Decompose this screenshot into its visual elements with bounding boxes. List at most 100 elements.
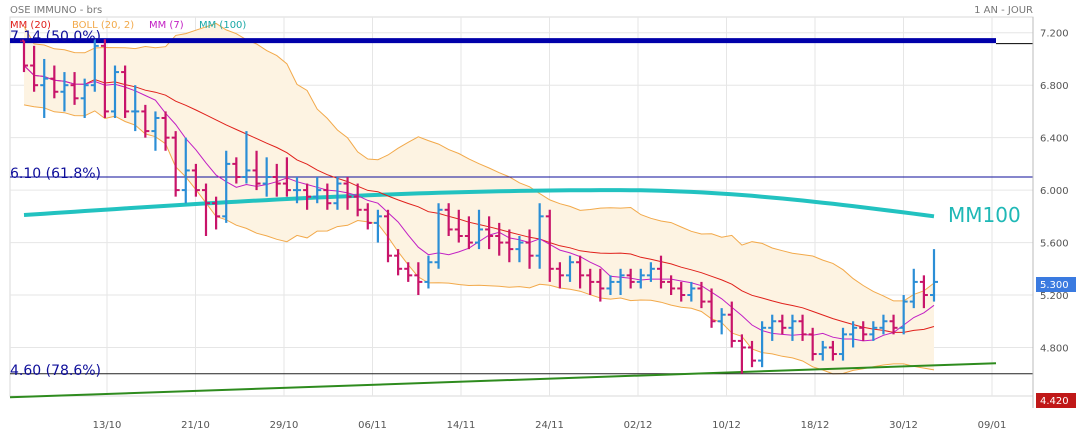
ohlc-bar (80, 78, 89, 118)
ohlc-bar (475, 209, 483, 250)
ohlc-bar (717, 308, 726, 335)
ohlc-bar (394, 249, 403, 276)
y-tick-label: 6.800 (1040, 81, 1069, 92)
ohlc-bar (818, 340, 827, 361)
ohlc-bar (50, 65, 59, 99)
ohlc-bar (373, 209, 382, 243)
ohlc-bar (859, 321, 868, 341)
ohlc-bar (100, 39, 109, 118)
ohlc-bar (839, 327, 847, 361)
ohlc-bar (677, 281, 686, 302)
ohlc-bar (697, 281, 706, 309)
x-tick-label: 30/12 (889, 420, 918, 431)
ohlc-bar (151, 111, 160, 151)
legend-mm100[interactable]: MM (100) (199, 20, 246, 31)
ohlc-bar (323, 183, 332, 210)
ohlc-bar (131, 85, 140, 132)
x-tick-label: 21/10 (181, 420, 210, 431)
ohlc-bar (687, 281, 696, 302)
ohlc-bar (657, 255, 665, 289)
x-tick-label: 13/10 (93, 420, 122, 431)
x-tick-label: 14/11 (447, 420, 476, 431)
instrument-title: OSE IMMUNO - brs (10, 5, 102, 16)
ohlc-bar (121, 65, 130, 118)
bollinger-fill (24, 23, 934, 374)
ohlc-bar (828, 340, 837, 361)
ohlc-bar (343, 176, 352, 210)
ohlc-bar (596, 268, 605, 302)
ohlc-bar (909, 268, 918, 309)
ohlc-bar (313, 176, 322, 204)
x-tick-label: 02/12 (624, 420, 653, 431)
ohlc-bar (555, 262, 564, 289)
price-bars (20, 39, 938, 374)
ohlc-bar (545, 209, 554, 282)
ohlc-bar (181, 137, 190, 204)
ohlc-bar (111, 65, 119, 118)
low-price-badge (1036, 393, 1076, 408)
ohlc-bar (404, 262, 413, 282)
ohlc-bar (788, 314, 797, 341)
ohlc-bar (535, 203, 544, 269)
ohlc-bar (626, 268, 635, 289)
ohlc-bar (414, 262, 423, 296)
ohlc-bar (191, 163, 200, 197)
ohlc-bar (363, 203, 372, 230)
ohlc-bar (252, 150, 261, 191)
ohlc-bar (384, 209, 392, 263)
period-label[interactable]: 1 AN - JOUR (974, 5, 1033, 16)
ohlc-bar (161, 111, 170, 151)
ohlc-bar (464, 216, 473, 250)
last-price-badge (1036, 277, 1076, 292)
ohlc-bar (646, 262, 655, 282)
ohlc-bar (576, 255, 585, 289)
ohlc-bar (606, 275, 615, 296)
ohlc-bar (808, 327, 817, 361)
x-tick-label: 10/12 (712, 420, 741, 431)
fib-label-786: 4.60 (78.6%) (10, 363, 101, 379)
ohlc-bar (798, 314, 807, 341)
ohlc-bar (707, 288, 716, 328)
ohlc-bar (333, 176, 342, 210)
ohlc-bar (303, 183, 312, 210)
legend-mm20[interactable]: MM (20) (10, 20, 51, 31)
legend-boll[interactable]: BOLL (20, 2) (72, 20, 134, 31)
ohlc-bar (525, 229, 534, 269)
ohlc-bar (282, 157, 291, 197)
support-trendline (9, 362, 997, 399)
ohlc-bar (758, 321, 767, 368)
ohlc-bar (60, 72, 69, 112)
ohlc-bar (353, 183, 362, 217)
ohlc-bar (454, 209, 463, 243)
y-tick-label: 5.600 (1040, 239, 1069, 250)
ohlc-bar (879, 314, 888, 335)
x-tick-label: 09/01 (978, 420, 1007, 431)
ohlc-bar (171, 131, 180, 197)
ohlc-bar (616, 268, 625, 296)
mm100-annotation: MM100 (948, 203, 1021, 227)
ohlc-bar (869, 321, 878, 341)
y-tick-label: 7.200 (1040, 29, 1069, 40)
ohlc-bar (434, 203, 443, 269)
legend-mm7[interactable]: MM (7) (149, 20, 184, 31)
ohlc-bar (768, 314, 777, 341)
ohlc-bar (849, 321, 858, 348)
ohlc-bar (20, 39, 28, 73)
ohlc-bar (737, 334, 746, 374)
x-tick-label: 24/11 (535, 420, 564, 431)
ohlc-bar (505, 229, 514, 263)
x-tick-label: 18/12 (801, 420, 830, 431)
ohlc-bar (930, 249, 938, 302)
ohlc-bar (424, 255, 433, 289)
ohlc-bar (636, 268, 645, 289)
ohlc-bar (293, 176, 301, 204)
ohlc-bar (889, 314, 898, 335)
ohlc-bar (586, 268, 595, 296)
ohlc-bar (40, 58, 49, 118)
ohlc-bar (141, 104, 150, 138)
ohlc-bar (748, 340, 756, 368)
ohlc-bar (232, 157, 241, 184)
axes: 7.200 6.800 6.400 6.000 5.600 5.200 4.800 13/10… (93, 17, 1069, 431)
